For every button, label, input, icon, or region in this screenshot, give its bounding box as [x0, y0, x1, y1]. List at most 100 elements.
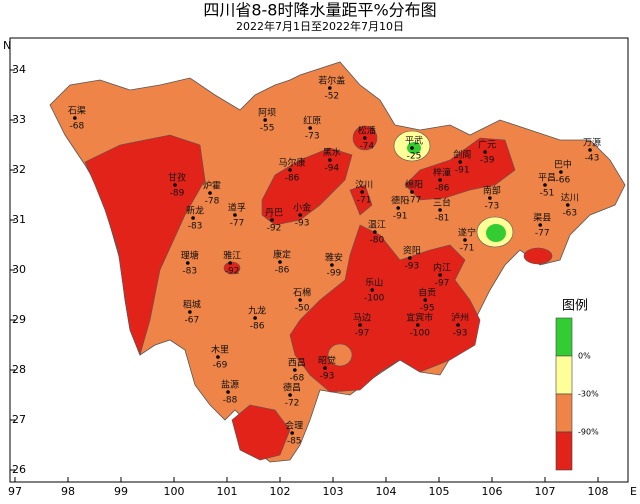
- station-value: -89: [170, 189, 185, 199]
- x-tick-label: 100: [163, 485, 184, 498]
- station-dot: [396, 206, 400, 210]
- station-dot: [565, 203, 570, 207]
- station-name: 黑水: [323, 147, 341, 159]
- station-dot: [463, 238, 467, 242]
- y-tick-label: 29: [12, 313, 26, 326]
- lat-axis-label: N: [3, 39, 11, 52]
- station-name: 小金: [293, 202, 311, 214]
- station-value: -74: [359, 142, 374, 152]
- station-dot: [330, 263, 334, 267]
- station-name: 内江: [433, 262, 451, 274]
- station-name: 绵阳: [405, 179, 423, 191]
- station-dot: [373, 230, 377, 234]
- station-dot: [288, 168, 292, 172]
- station-name: 达川: [561, 192, 579, 204]
- station-value: -86: [435, 184, 450, 194]
- station-name: 九龙: [248, 305, 266, 317]
- y-tick-label: 28: [12, 363, 26, 376]
- station-dot: [438, 273, 442, 277]
- station-dot: [185, 261, 190, 265]
- station-value: -77: [535, 229, 550, 239]
- station-value: -91: [393, 212, 408, 222]
- station-dot: [228, 261, 232, 265]
- station-dot: [328, 86, 332, 90]
- station-dot: [253, 316, 257, 320]
- station-value: -68: [70, 122, 85, 132]
- station-value: -93: [320, 372, 335, 382]
- station-value: -73: [485, 202, 500, 212]
- station-value: -92: [225, 267, 240, 277]
- station-dot: [543, 183, 547, 187]
- station-dot: [438, 208, 442, 212]
- station-value: -52: [324, 92, 339, 102]
- station-name: 丹巴: [265, 208, 283, 219]
- station-value: -68: [289, 374, 304, 384]
- station-dot: [308, 126, 313, 130]
- station-dot: [263, 118, 267, 122]
- station-name: 广元: [478, 139, 496, 151]
- station-value: -85: [287, 437, 302, 447]
- station-name: 德昌: [283, 382, 301, 394]
- station-dot: [358, 323, 362, 327]
- station-name: 乐山: [365, 277, 383, 289]
- station-name: 会理: [285, 420, 303, 432]
- station-name: 万源: [583, 138, 601, 149]
- station-dot: [191, 216, 195, 220]
- station-value: -67: [185, 316, 200, 326]
- station-name: 汶川: [355, 179, 373, 191]
- station-name: 西昌: [288, 358, 306, 369]
- station-dot: [73, 116, 77, 120]
- legend-swatch: [555, 317, 573, 357]
- ticks: 97 98 99 100 101 102 103 104 105 106 107 108 26 27 28 2…: [8, 63, 609, 498]
- station-name: 德阳: [391, 195, 409, 207]
- station-name: 阿坝: [258, 108, 276, 119]
- station-dot: [328, 158, 332, 162]
- legend-label: -30%: [578, 390, 599, 399]
- station-name: 木里: [211, 344, 229, 356]
- station-name: 马边: [353, 313, 371, 324]
- station-name: 道孚: [228, 202, 246, 214]
- station-value: -97: [435, 279, 450, 289]
- y-tick-label: 32: [12, 163, 26, 176]
- station-dot: [208, 191, 212, 195]
- station-value: -95: [420, 304, 435, 314]
- x-tick-label: 105: [428, 485, 449, 498]
- legend-swatch: [555, 355, 573, 395]
- x-tick-label: 99: [114, 485, 128, 498]
- station-name: 康定: [273, 249, 291, 261]
- station-value: -100: [410, 329, 431, 339]
- station-dot: [226, 390, 230, 394]
- station-dot: [270, 218, 274, 222]
- station-dot: [438, 178, 442, 182]
- station-dot: [410, 146, 414, 150]
- y-tick-label: 34: [12, 63, 26, 76]
- legend-swatch: [555, 393, 573, 433]
- station-value: -97: [355, 329, 370, 339]
- station-name: 盐源: [221, 379, 239, 391]
- station-value: -39: [480, 156, 495, 166]
- station-name: 剑阁: [453, 149, 471, 161]
- station-dot: [559, 170, 563, 174]
- station-name: 渠县: [533, 212, 551, 224]
- station-name: 新龙: [186, 205, 204, 217]
- station-value: -71: [357, 196, 372, 206]
- station-dot: [216, 355, 220, 359]
- station-name: 平武: [405, 135, 423, 147]
- x-tick-label: 107: [534, 485, 555, 498]
- x-tick-label: 102: [269, 485, 290, 498]
- stations: 石渠 -68 若尔盖 -52 阿坝 -55 红原 -73 松潘 -74 平武 -25 广元 -39 万源 -4…: [68, 75, 601, 447]
- x-tick-label: 103: [322, 485, 343, 498]
- station-dot: [360, 190, 364, 194]
- station-value: -93: [453, 329, 468, 339]
- station-value: -77: [407, 196, 422, 206]
- station-value: -71: [460, 244, 475, 254]
- y-tick-label: 26: [12, 463, 26, 476]
- station-value: -93: [295, 219, 310, 229]
- station-dot: [415, 323, 420, 327]
- province-area: [49, 61, 626, 463]
- station-dot: [456, 323, 460, 327]
- map-subtitle: 2022年7月1日至2022年7月10日: [236, 19, 404, 33]
- station-dot: [423, 298, 428, 302]
- station-dot: [410, 190, 414, 194]
